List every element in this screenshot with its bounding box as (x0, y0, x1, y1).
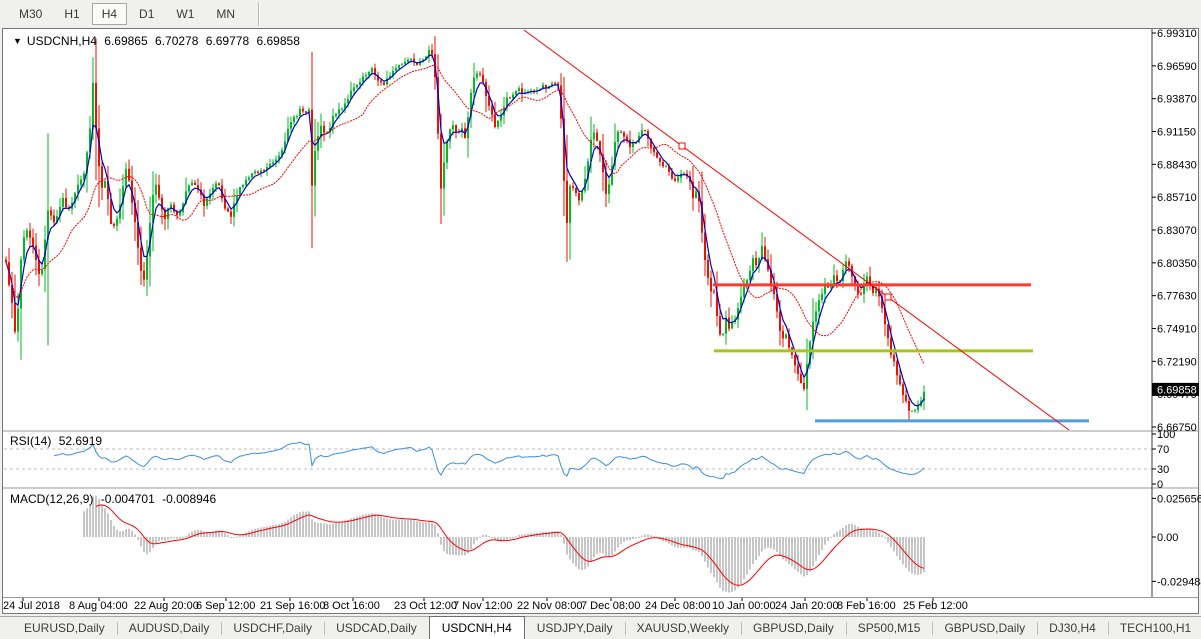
pane-separators[interactable] (3, 430, 1198, 598)
tab-eurusd-daily[interactable]: EURUSD,Daily (24, 621, 105, 635)
svg-text:24 Dec 08:00: 24 Dec 08:00 (645, 600, 710, 612)
svg-text:6.80350: 6.80350 (1157, 258, 1197, 270)
chart-window-frame (2, 28, 1199, 614)
svg-text:70: 70 (1157, 444, 1169, 456)
chart-symbol-label: USDCNH,H4 (26, 34, 97, 48)
timeframe-button-h1[interactable]: H1 (64, 6, 80, 21)
svg-text:21 Sep 16:00: 21 Sep 16:00 (260, 600, 325, 612)
symbol-tabbar: EURUSD,Daily AUDUSD,Daily USDCHF,Daily U… (0, 616, 1201, 639)
svg-text:0.00: 0.00 (1157, 532, 1178, 544)
support-resistance-lines[interactable] (713, 283, 1089, 423)
svg-text:6.74910: 6.74910 (1157, 324, 1197, 336)
svg-text:22 Nov 08:00: 22 Nov 08:00 (517, 600, 582, 612)
svg-text:6.99310: 6.99310 (1157, 28, 1197, 40)
ohlc-low: 6.69778 (205, 34, 250, 48)
timeframe-button-d1[interactable]: D1 (139, 6, 155, 21)
ohlc-high: 6.70278 (155, 34, 199, 48)
macd-signal-line (95, 504, 925, 586)
svg-text:100: 100 (1157, 429, 1175, 441)
svg-text:8 Aug 04:00: 8 Aug 04:00 (69, 600, 128, 612)
tab-xauusd-weekly[interactable]: XAUUSD,Weekly (624, 618, 741, 639)
svg-text:6.83070: 6.83070 (1157, 225, 1197, 237)
svg-text:23 Oct 12:00: 23 Oct 12:00 (394, 600, 457, 612)
svg-text:7 Nov 12:00: 7 Nov 12:00 (453, 600, 512, 612)
svg-text:0.025656: 0.025656 (1157, 493, 1201, 505)
tab-usdcnh-h4[interactable]: USDCNH,H4 (428, 616, 525, 639)
svg-text:30: 30 (1157, 464, 1169, 476)
macd-signal-value: -0.008946 (162, 492, 217, 506)
timeframe-button-mn[interactable]: MN (216, 6, 236, 21)
svg-text:6.85710: 6.85710 (1157, 192, 1197, 204)
timeframe-toolbar: M30 H1 H4 D1 W1 MN (0, 0, 1201, 27)
svg-text:24 Jul 2018: 24 Jul 2018 (3, 600, 60, 612)
rsi-name: RSI(14) (10, 434, 52, 448)
rsi-axis: 100 70 30 0 (1152, 429, 1175, 491)
svg-text:25 Feb 12:00: 25 Feb 12:00 (903, 600, 968, 612)
svg-text:-0.029484: -0.029484 (1157, 576, 1201, 588)
tab-sp500-m15[interactable]: SP500,M15 (845, 618, 933, 639)
svg-text:6.72190: 6.72190 (1157, 356, 1197, 368)
tab-audusd-daily[interactable]: AUDUSD,Daily (116, 618, 222, 639)
svg-text:6.88430: 6.88430 (1157, 159, 1197, 171)
price-axis: 6.99310 6.96590 6.93870 6.91150 6.88430 6.857… (1152, 28, 1197, 434)
ma-fast-line (5, 54, 925, 407)
svg-text:6.91150: 6.91150 (1157, 127, 1196, 139)
rsi-line (53, 441, 925, 480)
tab-usdchf-daily[interactable]: USDCHF,Daily (221, 618, 324, 639)
svg-text:6.66750: 6.66750 (1157, 422, 1197, 434)
rsi-level-lines (4, 448, 1151, 470)
time-axis: 24 Jul 2018 8 Aug 04:00 22 Aug 20:006 Sep … (3, 598, 968, 612)
tab-tech100-h1[interactable]: TECH100,H1 (1107, 618, 1201, 639)
svg-text:8 Feb 16:00: 8 Feb 16:00 (837, 600, 896, 612)
svg-text:7 Dec 08:00: 7 Dec 08:00 (581, 600, 640, 612)
macd-name: MACD(12,26,9) (10, 492, 94, 506)
svg-text:6.96590: 6.96590 (1157, 61, 1197, 73)
price-badge: 6.69858 (1152, 382, 1199, 396)
svg-text:24 Jan 20:00: 24 Jan 20:00 (775, 600, 839, 612)
chart-dropdown-icon[interactable]: ▼ (13, 36, 22, 46)
svg-text:0: 0 (1157, 479, 1163, 491)
timeframe-button-w1[interactable]: W1 (176, 6, 195, 21)
svg-text:6.69858: 6.69858 (1157, 384, 1197, 396)
svg-text:10 Jan 00:00: 10 Jan 00:00 (712, 600, 776, 612)
macd-indicator-label: MACD(12,26,9) -0.004701 -0.008946 (10, 492, 220, 506)
svg-text:8 Oct 16:00: 8 Oct 16:00 (323, 600, 380, 612)
toolbar-separator (258, 1, 260, 26)
trendline-handle[interactable] (678, 142, 686, 150)
tab-gbpusd-daily-2[interactable]: GBPUSD,Daily (932, 618, 1037, 639)
svg-text:6.69470: 6.69470 (1157, 389, 1197, 401)
svg-text:6.93870: 6.93870 (1157, 94, 1197, 106)
timeframe-button-m30[interactable]: M30 (19, 6, 43, 21)
macd-histogram (83, 495, 925, 593)
ohlc-close: 6.69858 (256, 34, 300, 48)
trendline-handle[interactable] (884, 293, 892, 301)
trendline[interactable] (523, 29, 1070, 431)
macd-main-value: -0.004701 (100, 492, 155, 506)
svg-text:22 Aug 20:00: 22 Aug 20:00 (134, 600, 199, 612)
rsi-indicator-label: RSI(14) 52.6919 (10, 434, 106, 448)
svg-text:6.77630: 6.77630 (1157, 291, 1197, 303)
macd-axis: 0.025656 0.00 -0.029484 (1152, 493, 1201, 588)
ma-slow-line (5, 64, 925, 365)
chart-header: ▼ USDCNH,H4 6.69865 6.70278 6.69778 6.698… (13, 34, 304, 48)
tab-dj30-h4[interactable]: DJ30,H4 (1037, 618, 1108, 639)
tab-usdcad-daily[interactable]: USDCAD,Daily (324, 618, 429, 639)
rsi-value: 52.6919 (58, 434, 103, 448)
tab-gbpusd-daily[interactable]: GBPUSD,Daily (741, 618, 846, 639)
tab-usdjpy-daily[interactable]: USDJPY,Daily (536, 621, 613, 635)
ohlc-open: 6.69865 (104, 34, 148, 48)
timeframe-button-h4[interactable]: H4 (91, 2, 128, 25)
svg-text:6 Sep 12:00: 6 Sep 12:00 (196, 600, 255, 612)
candles-layer (5, 36, 925, 420)
